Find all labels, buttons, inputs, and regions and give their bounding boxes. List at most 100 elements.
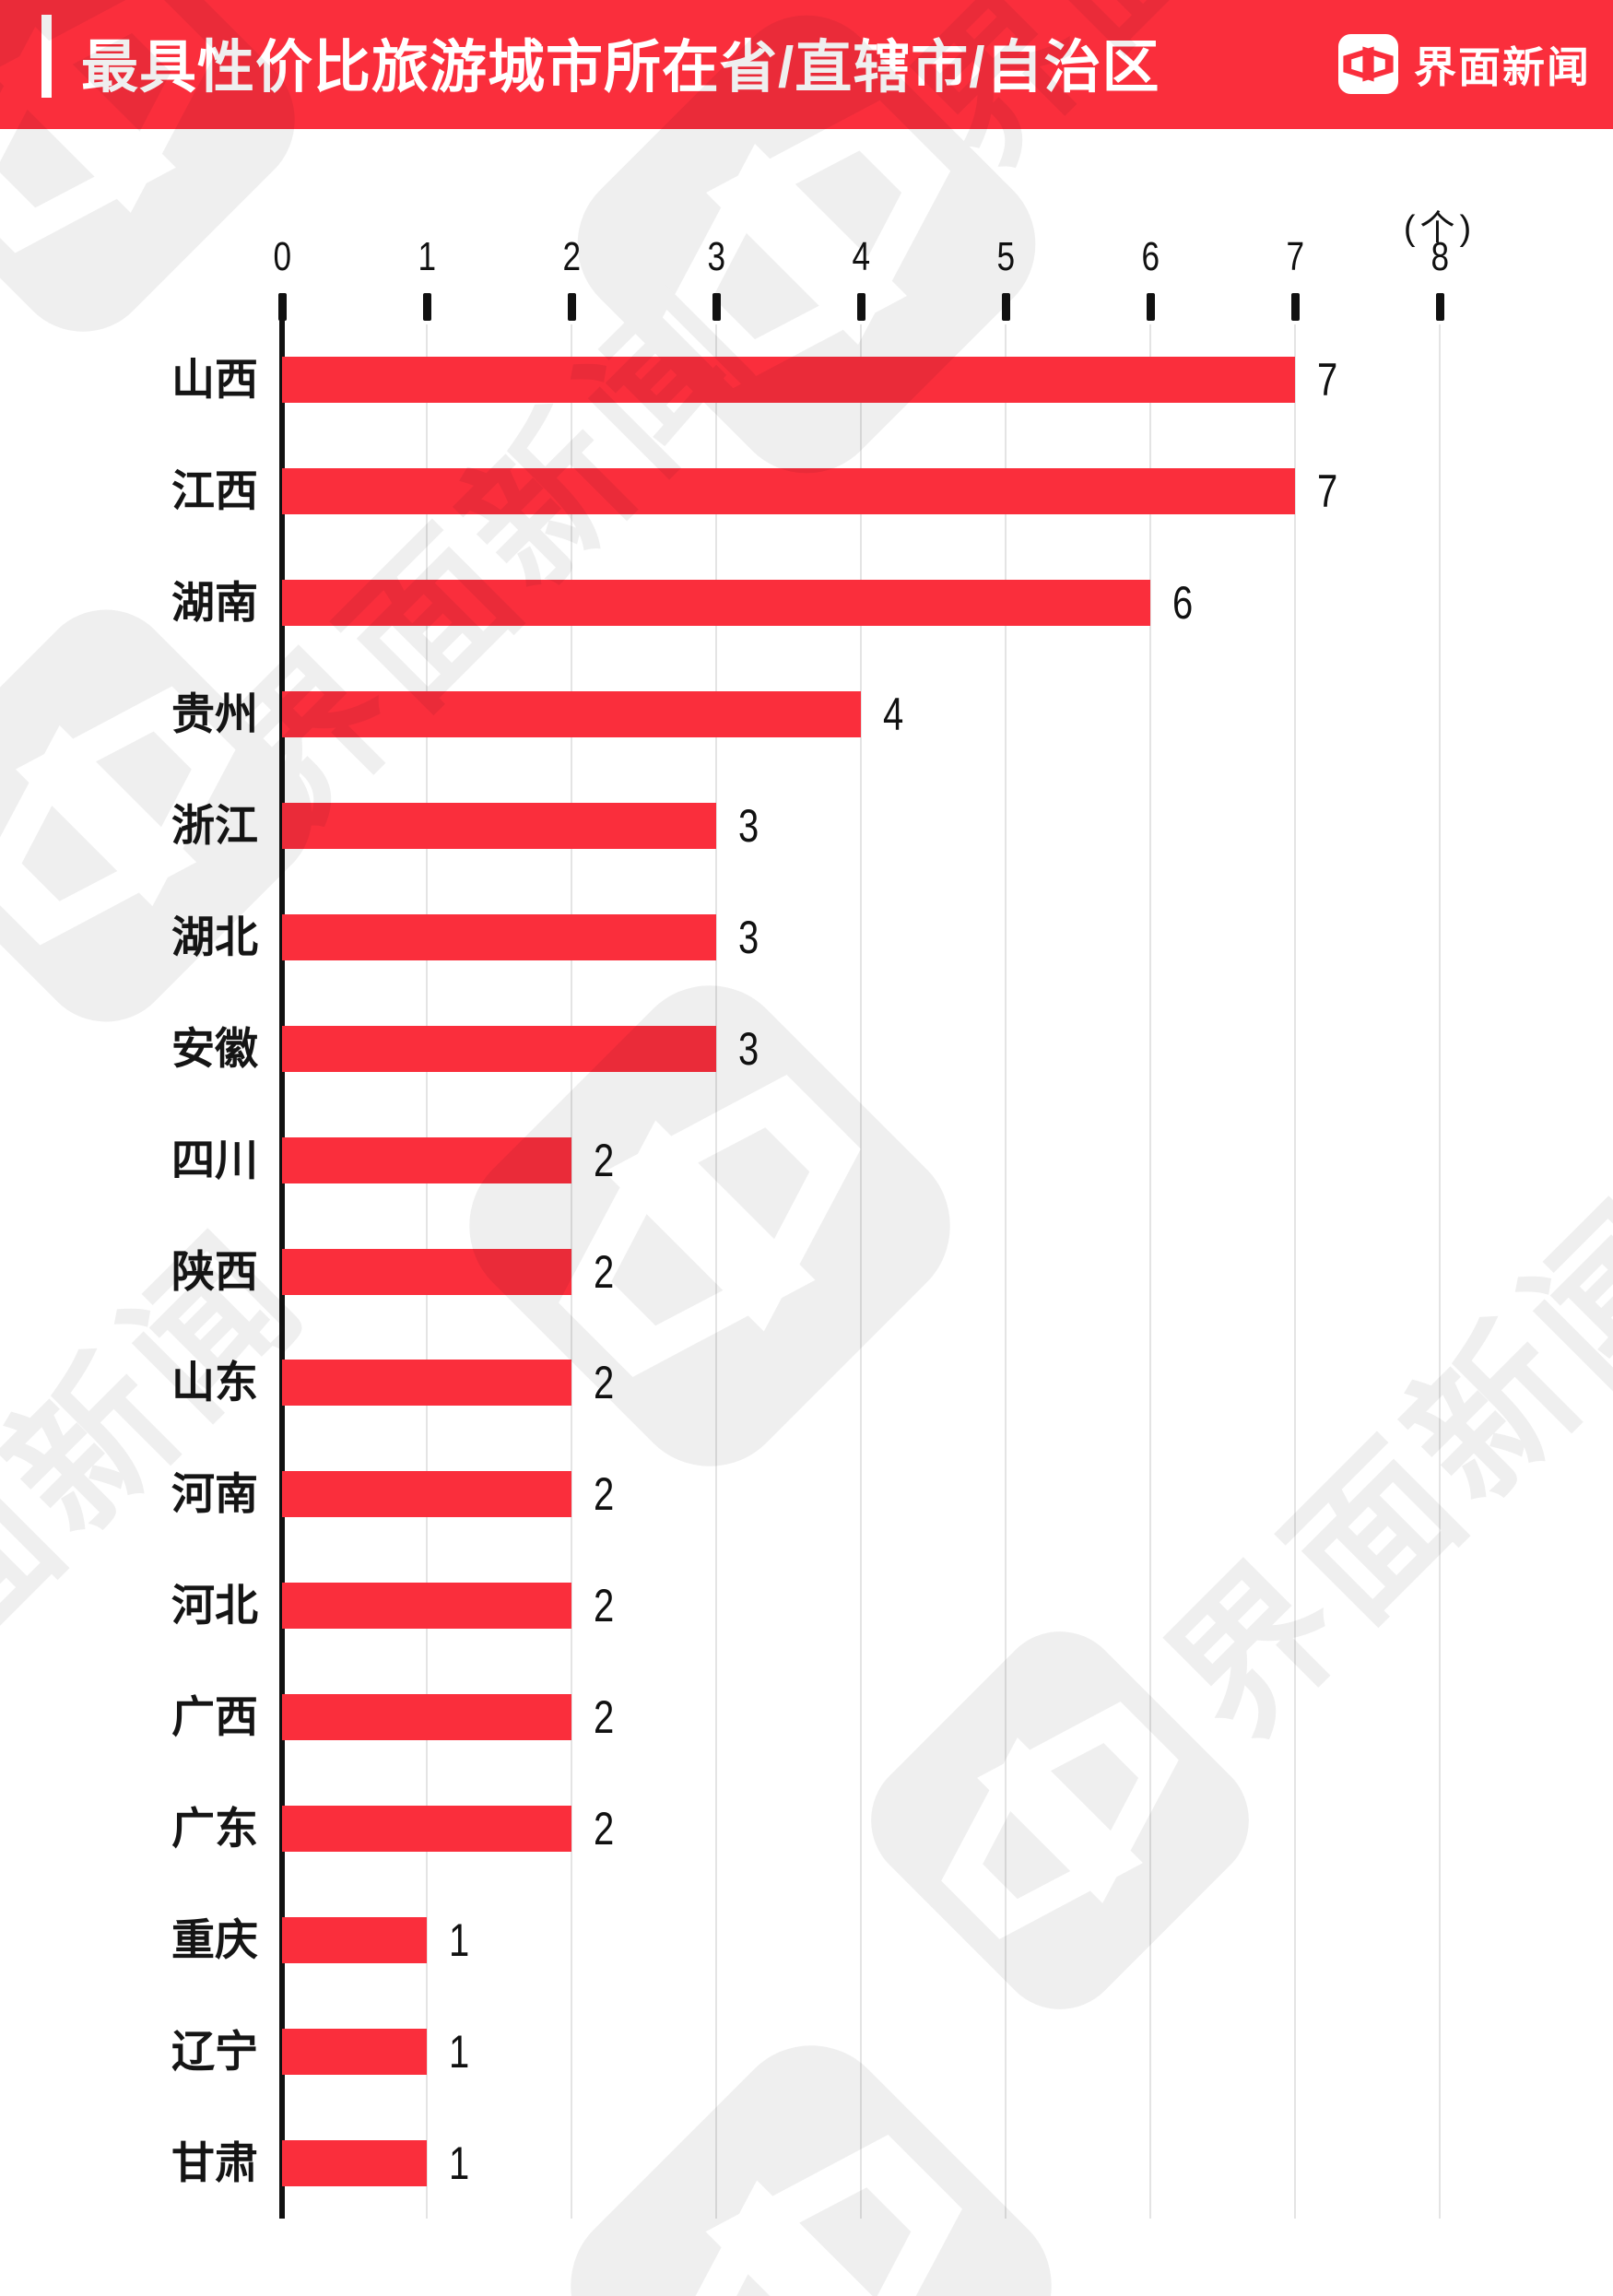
category-label: 贵州	[171, 689, 258, 739]
value-label-text: 1	[449, 1913, 470, 1966]
brand-name: 界面新闻	[1414, 43, 1591, 91]
value-label: 7	[1317, 459, 1343, 524]
category-label: 重庆	[171, 1914, 258, 1964]
x-gridline	[1005, 324, 1007, 2219]
x-tick-label: 3	[675, 234, 758, 280]
x-tick-label: 1	[385, 234, 468, 280]
value-label: 2	[594, 1462, 619, 1526]
value-label: 3	[738, 1017, 764, 1081]
chart-bar	[282, 1694, 571, 1741]
value-label-text: 2	[594, 1134, 615, 1186]
x-tick-value: 1	[418, 234, 436, 279]
x-gridline	[1149, 324, 1151, 2219]
chart-bar	[282, 580, 1150, 627]
value-label-text: 2	[594, 1468, 615, 1521]
chart-bar	[282, 1360, 571, 1407]
x-tick-mark	[857, 293, 865, 321]
value-label: 2	[594, 1240, 619, 1304]
value-label: 3	[738, 905, 764, 970]
value-label-text: 2	[594, 1245, 615, 1298]
x-tick-label: 7	[1254, 234, 1336, 280]
chart-bar	[282, 1805, 571, 1852]
category-label: 广东	[171, 1803, 258, 1853]
x-tick-value: 8	[1431, 234, 1449, 279]
chart-bar	[282, 1136, 571, 1183]
category-label: 辽宁	[171, 2026, 258, 2076]
value-label-text: 2	[594, 1580, 615, 1632]
chart-bar	[282, 357, 1295, 404]
category-label: 山东	[171, 1358, 258, 1407]
value-label: 1	[449, 2019, 475, 2084]
value-label-text: 1	[449, 2025, 470, 2078]
x-tick-value: 0	[273, 234, 291, 279]
chart-bar	[282, 691, 861, 738]
x-tick-mark	[1291, 293, 1300, 321]
x-tick-label: 6	[1109, 234, 1192, 280]
x-tick-label: 2	[530, 234, 613, 280]
chart-bar	[282, 1583, 571, 1630]
jiemian-logo-icon	[1338, 34, 1398, 94]
value-label: 2	[594, 1128, 619, 1193]
x-tick-value: 6	[1141, 234, 1160, 279]
chart-bar	[282, 2139, 427, 2186]
value-label-text: 2	[594, 1357, 615, 1409]
value-label: 2	[594, 1350, 619, 1415]
value-label-text: 3	[738, 799, 759, 852]
chart-bar	[282, 913, 716, 960]
chart-bar	[282, 2028, 427, 2075]
chart-bar	[282, 1025, 716, 1072]
x-tick-label: 4	[819, 234, 902, 280]
value-label-text: 4	[883, 689, 904, 741]
chart-bar	[282, 468, 1295, 515]
x-tick-label: 5	[964, 234, 1047, 280]
value-label-text: 7	[1317, 465, 1338, 518]
value-label: 2	[594, 1685, 619, 1749]
x-tick-mark	[1436, 293, 1444, 321]
x-tick-value: 3	[707, 234, 725, 279]
value-label: 2	[594, 1573, 619, 1638]
value-label-text: 2	[594, 1691, 615, 1744]
value-label-text: 3	[738, 1022, 759, 1075]
value-label-text: 6	[1172, 577, 1194, 630]
category-label: 江西	[171, 466, 258, 516]
x-tick-mark	[1002, 293, 1010, 321]
x-tick-value: 7	[1286, 234, 1304, 279]
value-label: 2	[594, 1796, 619, 1861]
category-label: 甘肃	[171, 2137, 258, 2187]
chart-bar	[282, 802, 716, 849]
x-tick-mark	[1147, 293, 1155, 321]
category-label: 湖北	[171, 912, 258, 961]
category-label: 河南	[171, 1469, 258, 1519]
x-tick-value: 2	[562, 234, 581, 279]
value-label: 1	[449, 1908, 475, 1972]
category-label: 浙江	[171, 800, 258, 850]
chart-bar	[282, 1471, 571, 1518]
x-tick-value: 4	[852, 234, 870, 279]
value-label: 6	[1172, 571, 1198, 635]
x-tick-mark	[568, 293, 576, 321]
category-label: 山西	[171, 355, 258, 405]
value-label: 4	[883, 682, 909, 747]
x-tick-label: 8	[1398, 234, 1481, 280]
category-label: 河北	[171, 1581, 258, 1631]
axis-unit-label: (个)	[1403, 209, 1477, 248]
category-label: 湖南	[171, 578, 258, 628]
category-label: 陕西	[171, 1246, 258, 1296]
x-gridline	[1294, 324, 1296, 2219]
value-label-text: 1	[449, 2137, 470, 2189]
chart-bar	[282, 1916, 427, 1963]
value-label-text: 2	[594, 1802, 615, 1854]
category-label: 安徽	[171, 1023, 258, 1073]
value-label-text: 7	[1317, 354, 1338, 406]
value-label-text: 3	[738, 911, 759, 963]
x-tick-mark	[423, 293, 431, 321]
x-tick-label: 0	[241, 234, 324, 280]
value-label: 7	[1317, 347, 1343, 412]
value-label: 3	[738, 794, 764, 858]
chart-bar	[282, 1248, 571, 1295]
value-label: 1	[449, 2131, 475, 2196]
category-label: 广西	[171, 1692, 258, 1742]
category-label: 四川	[171, 1135, 258, 1184]
